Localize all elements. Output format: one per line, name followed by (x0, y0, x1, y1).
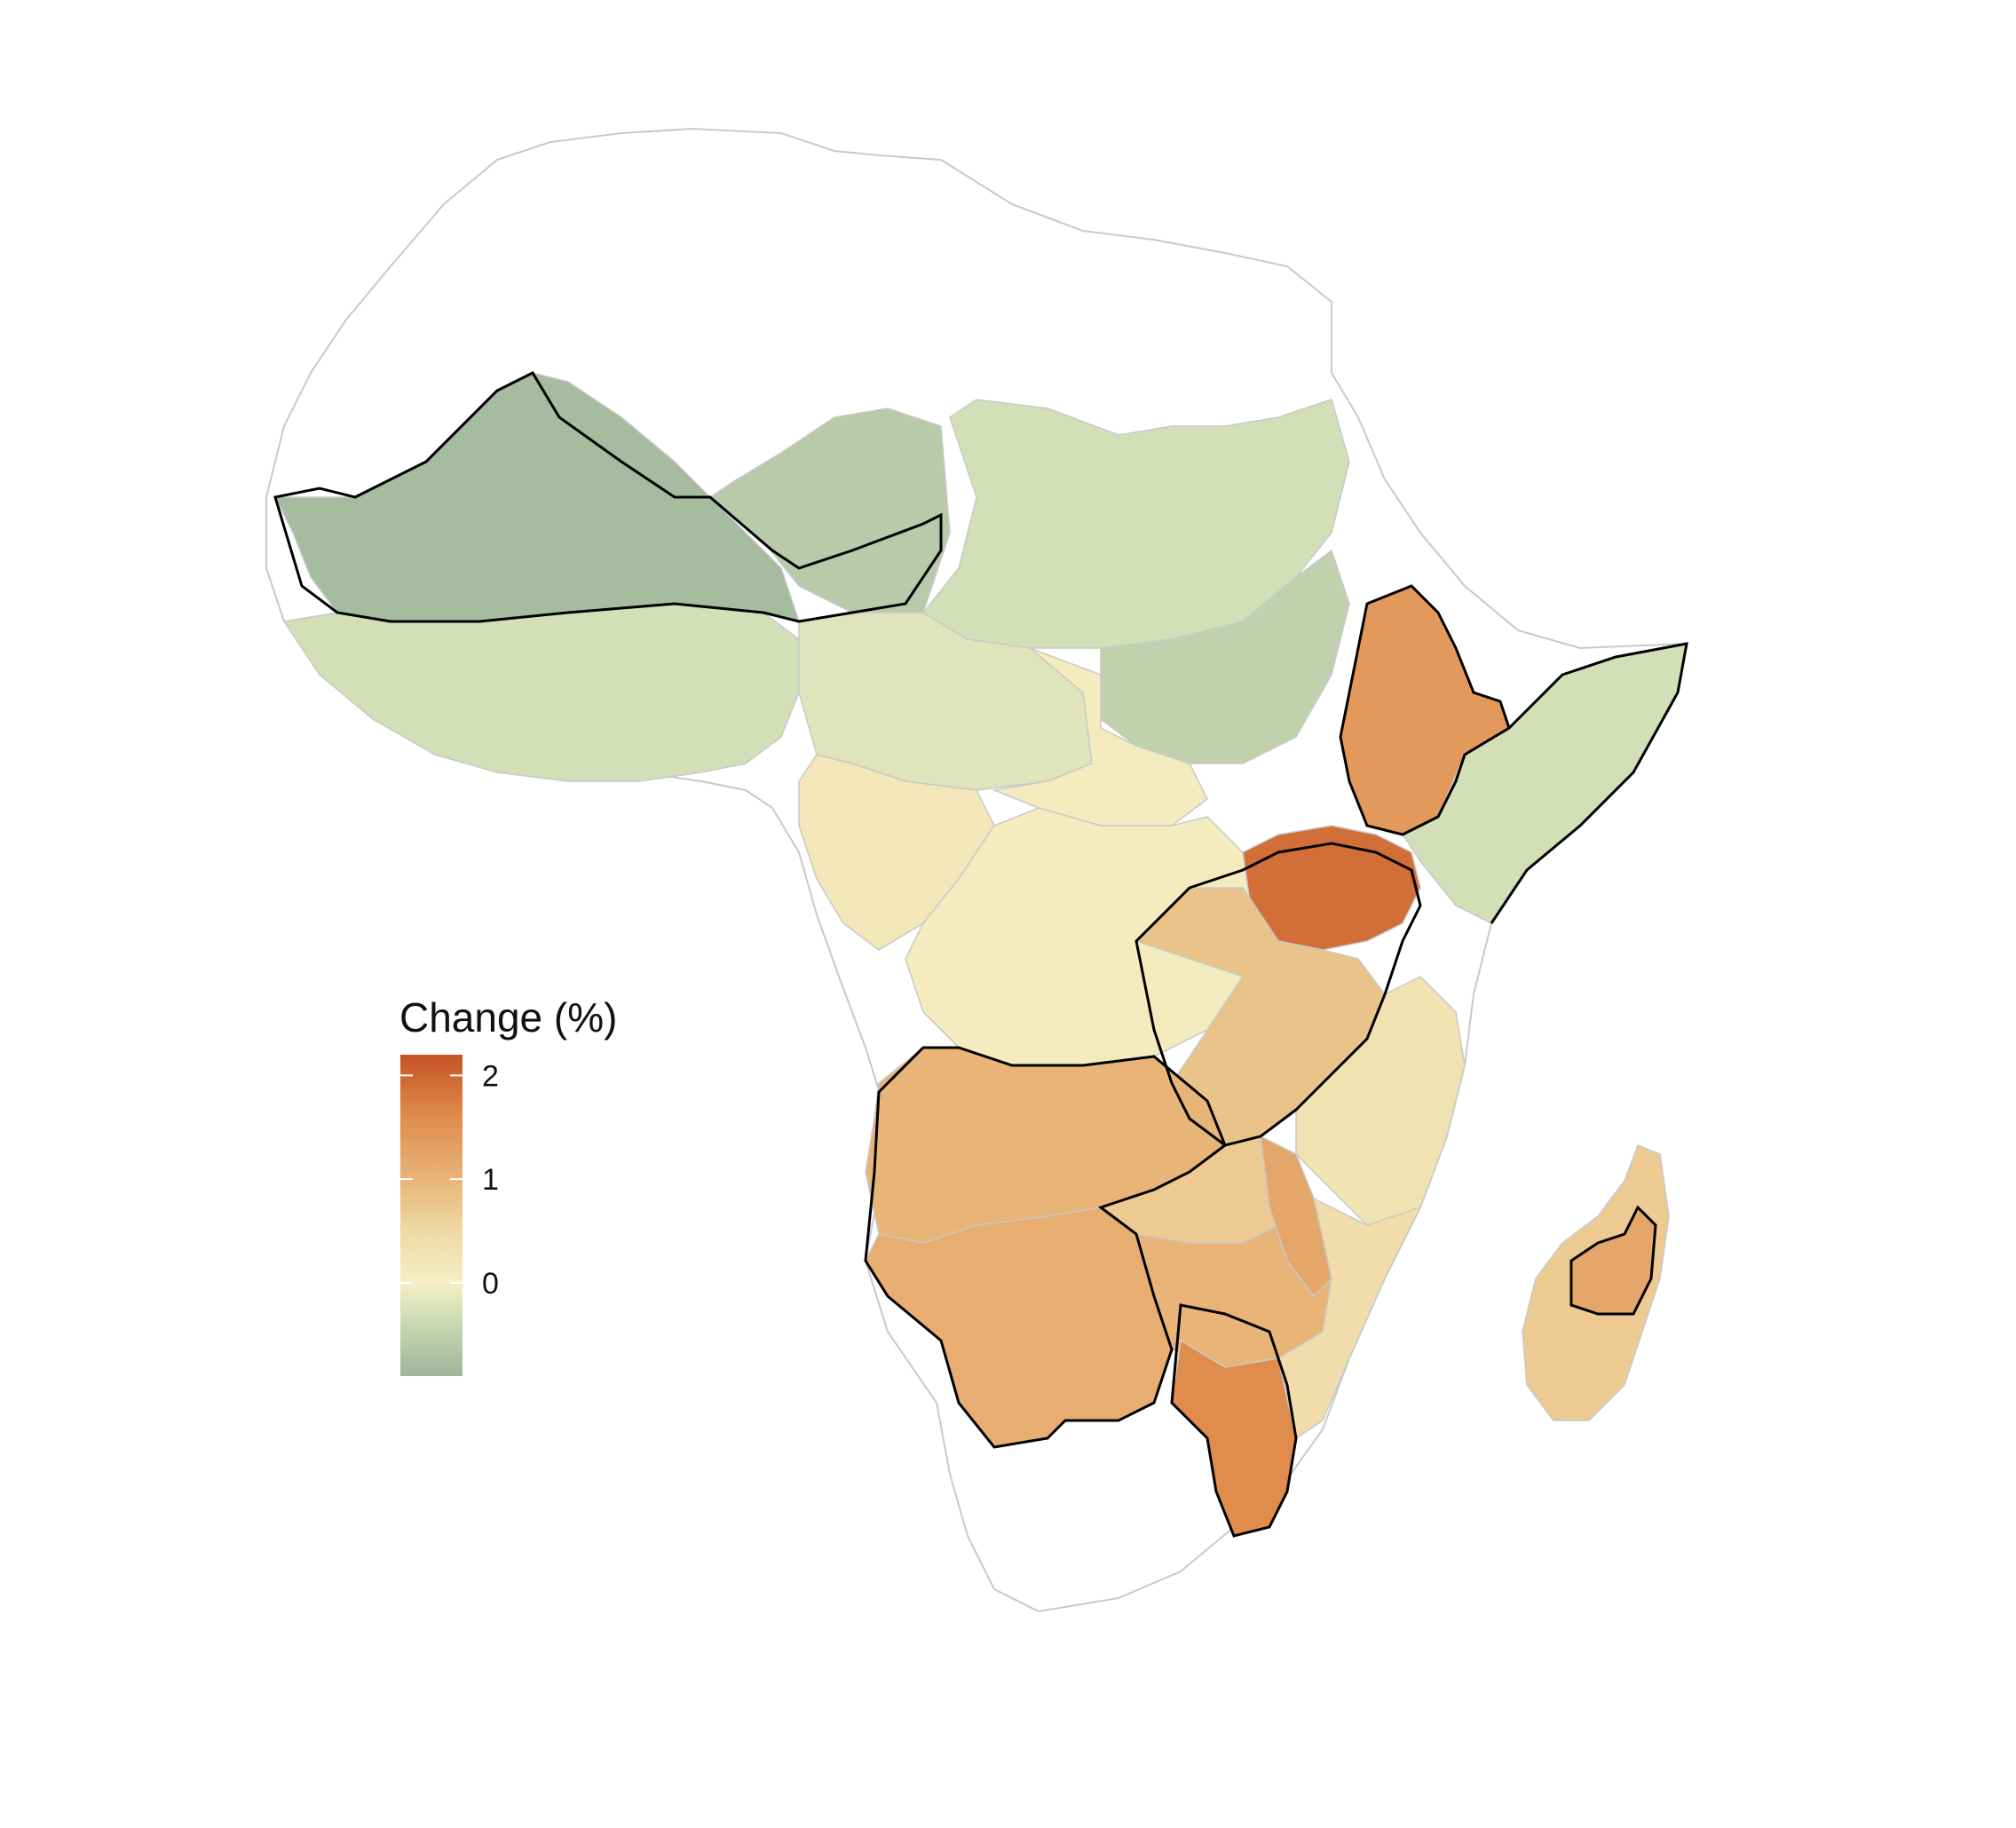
legend: Change (%) 2 1 0 (399, 994, 617, 1376)
highlight-outline-east-africa (1134, 842, 1422, 1147)
highlight-outline-ethiopia (1339, 584, 1511, 836)
highlight-outline-southern (864, 1046, 1227, 1449)
legend-title: Change (%) (399, 994, 617, 1041)
highlight-outlines (273, 371, 1688, 1538)
region[interactable] (1277, 1197, 1422, 1440)
legend-tick-label: 1 (482, 1163, 499, 1197)
highlight-outline-sahel (273, 371, 943, 623)
legend-tick-label: 0 (482, 1267, 499, 1301)
region[interactable] (282, 603, 800, 782)
region[interactable] (1260, 1135, 1332, 1298)
highlight-outline-madagascar (1569, 1205, 1657, 1316)
legend-tick-label: 2 (482, 1059, 499, 1093)
highlight-outline-horn (1490, 642, 1688, 924)
regions-layer (273, 372, 1688, 1537)
region[interactable] (708, 408, 951, 613)
legend-colorbar (400, 1055, 462, 1376)
highlight-outline-mozambique (1170, 1303, 1298, 1538)
legend-ticks: 2 1 0 (400, 1059, 499, 1301)
